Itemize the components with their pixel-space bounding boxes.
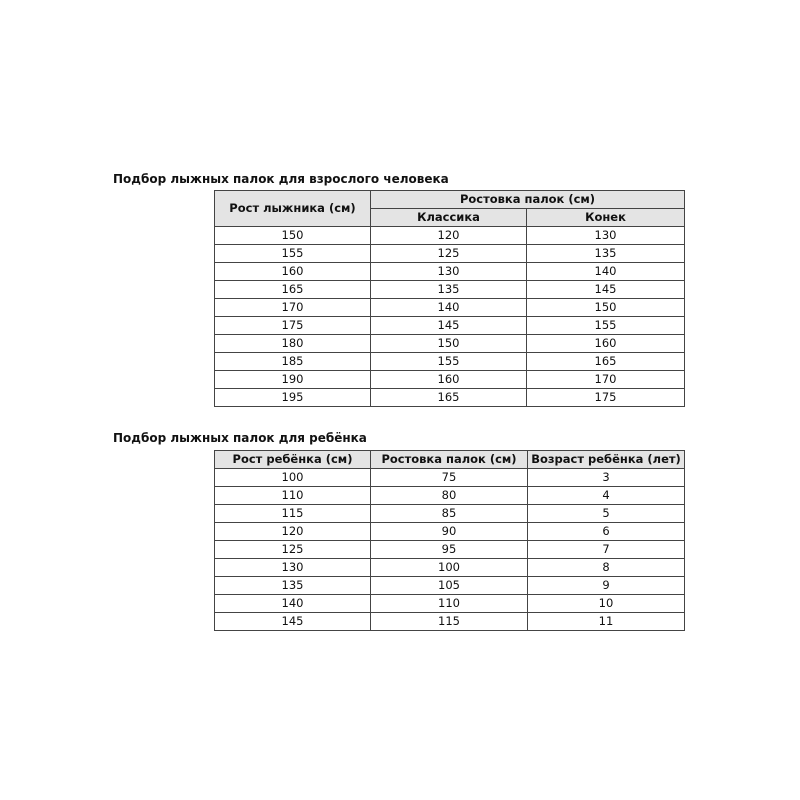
table-cell: 180 <box>214 334 371 353</box>
table-row: 110 80 4 <box>214 486 685 505</box>
table-row: 115 85 5 <box>214 504 685 523</box>
table-cell: 175 <box>526 388 685 407</box>
table-cell: 90 <box>370 522 528 541</box>
header-height: Рост лыжника (см) <box>214 190 371 227</box>
table-cell: 130 <box>370 262 527 281</box>
table-row: 175 145 155 <box>214 316 685 335</box>
table-cell: 100 <box>214 468 371 487</box>
table-cell: 6 <box>527 522 685 541</box>
table-cell: 115 <box>214 504 371 523</box>
table-cell: 120 <box>214 522 371 541</box>
table-cell: 120 <box>370 226 527 245</box>
table-cell: 160 <box>370 370 527 389</box>
table-cell: 135 <box>526 244 685 263</box>
table-cell: 150 <box>214 226 371 245</box>
table-cell: 145 <box>526 280 685 299</box>
header-child-height: Рост ребёнка (см) <box>214 450 371 469</box>
table-cell: 165 <box>370 388 527 407</box>
table-cell: 3 <box>527 468 685 487</box>
table-cell: 140 <box>526 262 685 281</box>
table-row: 195 165 175 <box>214 388 685 407</box>
table-cell: 110 <box>370 594 528 613</box>
table-cell: 195 <box>214 388 371 407</box>
header-classic: Классика <box>370 208 527 227</box>
table-cell: 175 <box>214 316 371 335</box>
table-cell: 100 <box>370 558 528 577</box>
table-row: 185 155 165 <box>214 352 685 371</box>
table-cell: 11 <box>527 612 685 631</box>
table-cell: 130 <box>214 558 371 577</box>
table-row: 155 125 135 <box>214 244 685 263</box>
table-row: 170 140 150 <box>214 298 685 317</box>
table-cell: 155 <box>214 244 371 263</box>
adult-table-title: Подбор лыжных палок для взрослого челове… <box>113 172 449 186</box>
table-cell: 160 <box>214 262 371 281</box>
table-cell: 7 <box>527 540 685 559</box>
table-cell: 170 <box>214 298 371 317</box>
table-cell: 9 <box>527 576 685 595</box>
table-cell: 185 <box>214 352 371 371</box>
table-cell: 4 <box>527 486 685 505</box>
table-cell: 165 <box>214 280 371 299</box>
table-cell: 105 <box>370 576 528 595</box>
table-cell: 165 <box>526 352 685 371</box>
table-row: 165 135 145 <box>214 280 685 299</box>
table-row: 160 130 140 <box>214 262 685 281</box>
table-row: 190 160 170 <box>214 370 685 389</box>
table-cell: 170 <box>526 370 685 389</box>
header-child-age: Возраст ребёнка (лет) <box>527 450 685 469</box>
table-cell: 8 <box>527 558 685 577</box>
table-cell: 85 <box>370 504 528 523</box>
table-cell: 150 <box>526 298 685 317</box>
table-row: 125 95 7 <box>214 540 685 559</box>
table-row: 135 105 9 <box>214 576 685 595</box>
table-cell: 140 <box>370 298 527 317</box>
table-cell: 145 <box>370 316 527 335</box>
table-cell: 145 <box>214 612 371 631</box>
table-row: 140 110 10 <box>214 594 685 613</box>
header-skate: Конек <box>526 208 685 227</box>
header-poles: Ростовка палок (см) <box>370 190 685 209</box>
table-cell: 10 <box>527 594 685 613</box>
table-cell: 80 <box>370 486 528 505</box>
table-row: 130 100 8 <box>214 558 685 577</box>
table-row: 180 150 160 <box>214 334 685 353</box>
table-cell: 115 <box>370 612 528 631</box>
child-table: Рост ребёнка (см) Ростовка палок (см) Во… <box>214 450 685 631</box>
child-table-title: Подбор лыжных палок для ребёнка <box>113 431 367 445</box>
table-row: 120 90 6 <box>214 522 685 541</box>
table-cell: 140 <box>214 594 371 613</box>
table-cell: 75 <box>370 468 528 487</box>
table-cell: 150 <box>370 334 527 353</box>
table-row: 150 120 130 <box>214 226 685 245</box>
table-cell: 190 <box>214 370 371 389</box>
table-cell: 155 <box>370 352 527 371</box>
table-cell: 130 <box>526 226 685 245</box>
table-cell: 5 <box>527 504 685 523</box>
table-row: 145 115 11 <box>214 612 685 631</box>
table-cell: 155 <box>526 316 685 335</box>
table-cell: 125 <box>370 244 527 263</box>
table-cell: 95 <box>370 540 528 559</box>
table-cell: 135 <box>370 280 527 299</box>
table-cell: 125 <box>214 540 371 559</box>
table-cell: 160 <box>526 334 685 353</box>
header-child-poles: Ростовка палок (см) <box>370 450 528 469</box>
table-row: 100 75 3 <box>214 468 685 487</box>
adult-table: Рост лыжника (см) Ростовка палок (см) Кл… <box>214 190 685 407</box>
table-cell: 110 <box>214 486 371 505</box>
table-cell: 135 <box>214 576 371 595</box>
